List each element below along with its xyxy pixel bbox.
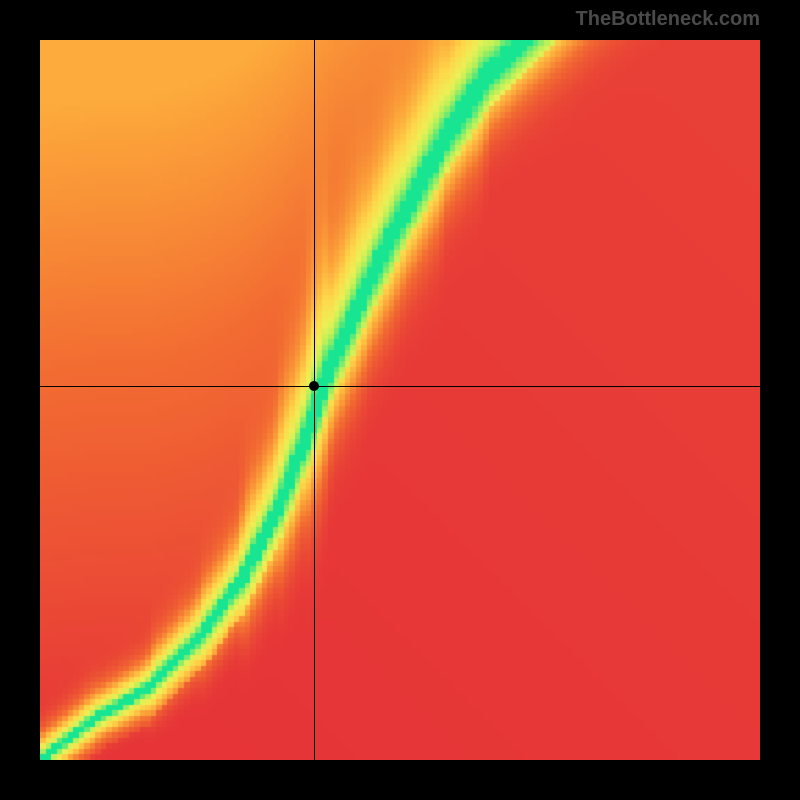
- marker-point: [309, 381, 319, 391]
- heatmap-plot: [40, 40, 760, 760]
- crosshair-vertical: [314, 40, 315, 760]
- crosshair-horizontal: [40, 386, 760, 387]
- watermark-text: TheBottleneck.com: [576, 8, 760, 31]
- heatmap-canvas: [40, 40, 760, 760]
